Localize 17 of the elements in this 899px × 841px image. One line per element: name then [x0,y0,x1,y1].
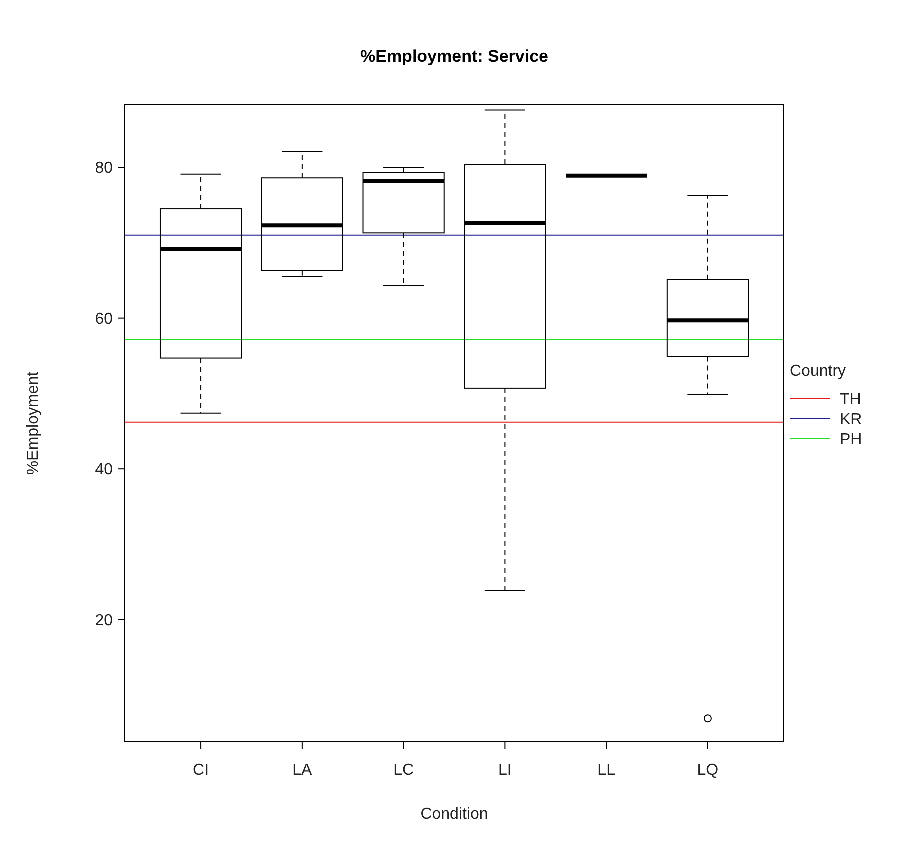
x-tick-label: LQ [697,762,719,779]
legend-title: Country [790,363,846,380]
y-tick-label: 40 [95,462,114,479]
y-tick-label: 60 [95,310,114,328]
x-tick-label: CI [193,762,210,779]
x-axis-title: Condition [420,806,488,823]
legend-label: PH [840,432,862,449]
y-tick-label: 80 [95,160,114,178]
x-tick-label: LI [498,762,512,779]
y-axis-title: %Employment [25,371,42,476]
x-tick-label: LC [394,762,414,779]
chart-title: %Employment: Service [360,47,549,66]
legend-label: TH [840,392,862,409]
y-tick-label: 20 [95,612,114,630]
x-tick-label: LL [598,762,616,779]
legend-label: KR [840,412,862,429]
x-tick-label: LA [292,762,313,779]
